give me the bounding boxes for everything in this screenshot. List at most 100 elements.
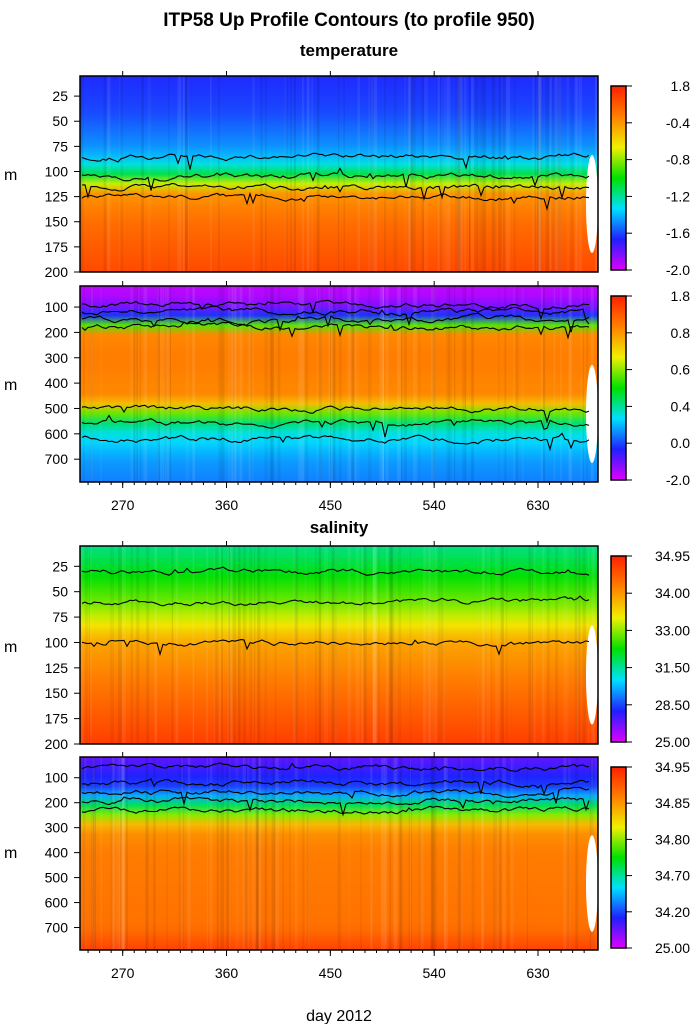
y-tick-label: 25	[52, 88, 68, 104]
heatmap-streak	[382, 286, 384, 482]
heatmap-streak	[160, 286, 162, 482]
heatmap-streak	[119, 546, 122, 744]
heatmap-streak	[122, 757, 125, 950]
heatmap-streak	[246, 757, 249, 950]
heatmap-streak	[455, 76, 459, 272]
heatmap-streak	[228, 286, 231, 482]
x-tick-label: 540	[422, 965, 446, 981]
contour-line	[81, 432, 590, 452]
colorbar-label: -1.2	[666, 188, 690, 204]
heatmap-streak	[319, 286, 321, 482]
y-label-1: m	[4, 167, 17, 184]
heatmap-streak	[513, 76, 516, 272]
heatmap-streak	[304, 546, 307, 744]
heatmap-streak	[84, 757, 87, 950]
contour-line	[81, 796, 590, 817]
heatmap-streak	[493, 757, 497, 950]
heatmap-streak	[258, 757, 261, 950]
heatmap-streak	[457, 757, 462, 950]
colorbar-label: 25.00	[655, 940, 690, 956]
heatmap-streak	[100, 757, 102, 950]
heatmap-streak	[563, 757, 567, 950]
heatmap-streak	[111, 757, 115, 950]
heatmap-streak	[90, 757, 95, 950]
y-tick-label: 200	[45, 264, 69, 280]
heatmap-streak	[534, 76, 536, 272]
heatmap-streak	[85, 546, 88, 744]
y-tick-label: 125	[45, 660, 69, 676]
heatmap-streak	[443, 76, 448, 272]
heatmap-streak	[392, 546, 395, 744]
heatmap-streak	[318, 546, 322, 744]
heatmap-streak	[391, 546, 395, 744]
heatmap-streak	[506, 76, 510, 272]
heatmap-streak	[457, 76, 462, 272]
heatmap-streak	[471, 286, 475, 482]
colorbar-label: 34.95	[655, 759, 690, 775]
figure-title: ITP58 Up Profile Contours (to profile 95…	[163, 10, 535, 31]
heatmap-streak	[389, 546, 394, 744]
contour-line	[81, 805, 590, 815]
salinity-title: salinity	[310, 518, 369, 537]
heatmap-streak	[502, 757, 506, 950]
heatmap-streak	[521, 286, 524, 482]
panel-4: 100 200 300 400 500 600 700 270 360 450 540 630 25.0…	[45, 752, 690, 981]
heatmap-streak	[457, 76, 461, 272]
heatmap-streak	[162, 286, 167, 482]
y-tick-label: 700	[45, 451, 69, 467]
heatmap-streak	[460, 76, 463, 272]
heatmap-streak	[351, 286, 355, 482]
heatmap-streak	[575, 757, 579, 950]
y-tick-label: 400	[45, 845, 69, 861]
heatmap-streak	[481, 757, 485, 950]
heatmap-streak	[443, 757, 448, 950]
heatmap-streak	[372, 546, 377, 744]
heatmap-streak	[513, 757, 515, 950]
heatmap-streak	[125, 757, 129, 950]
y-tick-label: 150	[45, 685, 69, 701]
heatmap-streak	[570, 76, 574, 272]
heatmap-streak	[397, 286, 401, 482]
y-tick-label: 500	[45, 400, 69, 416]
heatmap-streak	[232, 286, 236, 482]
y-tick-label: 500	[45, 870, 69, 886]
x-tick-label: 630	[526, 497, 550, 513]
heatmap-streak	[504, 286, 507, 482]
heatmap-streak	[169, 286, 172, 482]
colorbar	[610, 295, 627, 481]
heatmap-streak	[370, 76, 373, 272]
heatmap-streak	[93, 757, 95, 950]
heatmap-streak	[382, 286, 385, 482]
heatmap-streak	[121, 546, 126, 744]
colorbar-label: 34.70	[655, 868, 690, 884]
heatmap-streak	[432, 546, 434, 744]
heatmap-streak	[337, 757, 341, 950]
heatmap-streak	[168, 76, 170, 272]
heatmap-streak	[537, 76, 542, 272]
colorbar	[610, 766, 627, 949]
heatmap-streak	[574, 546, 579, 744]
heatmap-streak	[118, 757, 123, 950]
x-tick-label: 270	[111, 965, 135, 981]
heatmap-streak	[503, 76, 505, 272]
heatmap-streak	[299, 286, 304, 482]
heatmap-streak	[234, 286, 238, 482]
colorbar	[610, 85, 627, 271]
heatmap-streak	[89, 546, 93, 744]
heatmap-streak	[373, 76, 378, 272]
heatmap-streak	[389, 757, 392, 950]
heatmap-streak	[546, 546, 550, 744]
heatmap-streak	[542, 286, 546, 482]
colorbar-label: -1.6	[666, 225, 690, 241]
heatmap-streak	[237, 546, 241, 744]
heatmap-streak	[250, 286, 254, 482]
heatmap-streak	[565, 546, 569, 744]
y-tick-label: 300	[45, 820, 69, 836]
heatmap-streak	[539, 76, 543, 272]
heatmap-streak	[302, 286, 305, 482]
heatmap-streak	[360, 757, 362, 950]
heatmap-streak	[308, 757, 310, 950]
heatmap-streak	[357, 546, 360, 744]
heatmap-streak	[410, 757, 413, 950]
heatmap-streak	[482, 757, 484, 950]
